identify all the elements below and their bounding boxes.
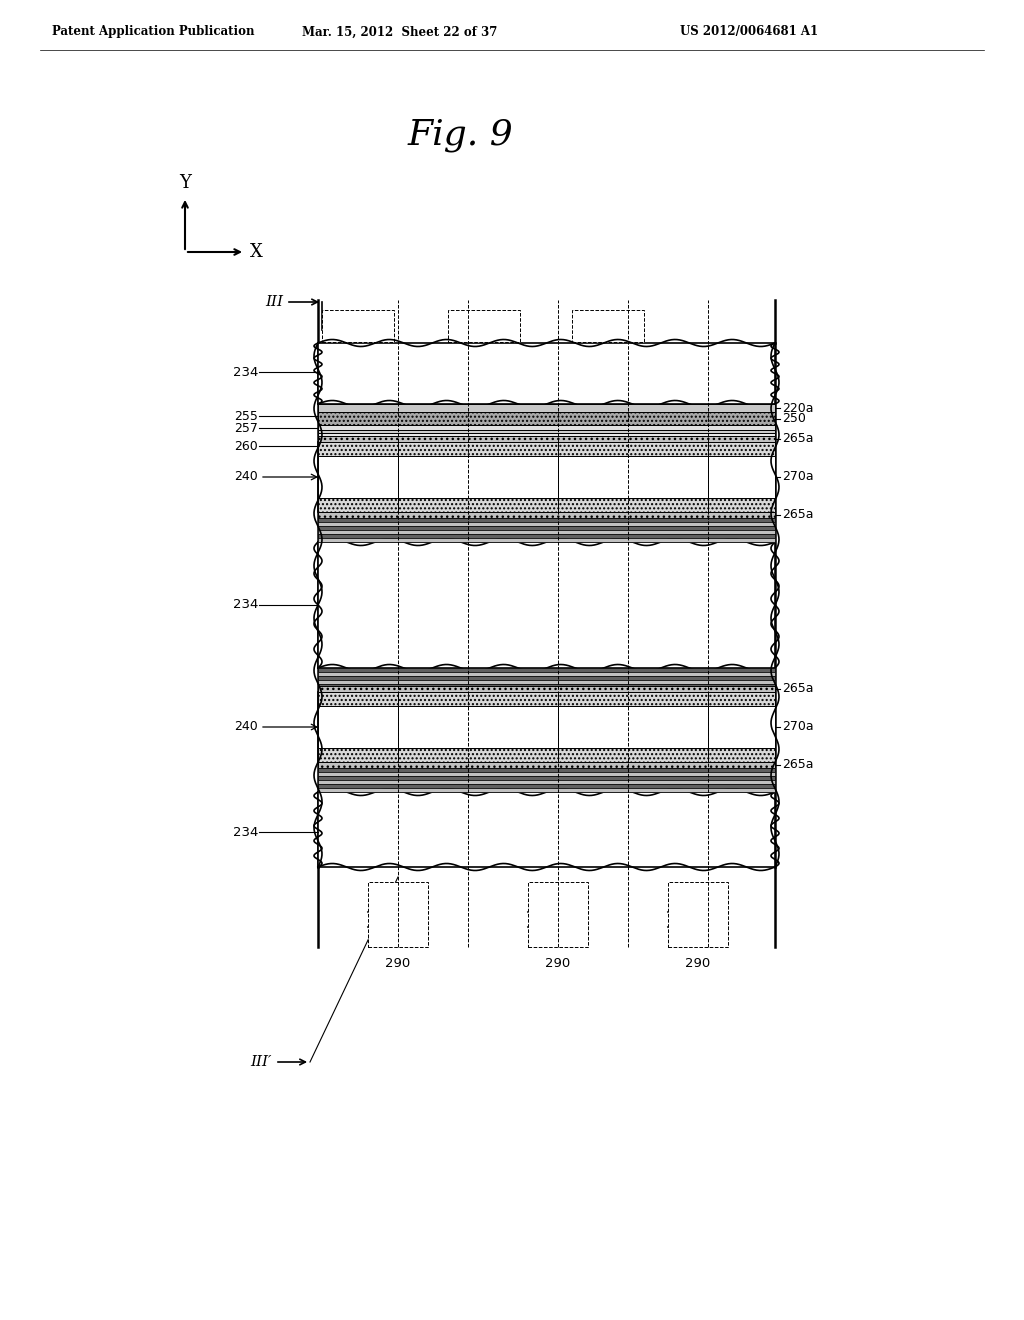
Text: US 2012/0064681 A1: US 2012/0064681 A1 — [680, 25, 818, 38]
Bar — [318, 430, 775, 433]
Bar — [708, 706, 775, 748]
Bar — [558, 455, 708, 498]
Bar — [318, 539, 775, 543]
Bar — [318, 706, 398, 748]
Text: 234: 234 — [232, 598, 258, 611]
Bar — [322, 310, 394, 342]
Bar — [318, 412, 775, 425]
Text: Patent Application Publication: Patent Application Publication — [52, 25, 255, 38]
Text: Y: Y — [179, 174, 190, 191]
Bar — [318, 688, 775, 692]
Bar — [318, 498, 398, 512]
Bar — [558, 442, 708, 455]
Text: 265a: 265a — [782, 682, 813, 696]
Text: Fig. 9: Fig. 9 — [408, 117, 513, 152]
Bar — [318, 748, 398, 762]
Bar — [318, 517, 775, 521]
Text: Mar. 15, 2012  Sheet 22 of 37: Mar. 15, 2012 Sheet 22 of 37 — [302, 25, 498, 38]
Bar — [318, 543, 775, 668]
Bar — [318, 762, 775, 768]
Text: 234: 234 — [232, 366, 258, 379]
Text: III′: III′ — [251, 1055, 272, 1069]
Bar — [318, 676, 775, 680]
Text: 250: 250 — [782, 412, 806, 425]
Bar — [708, 498, 775, 512]
Bar — [318, 792, 775, 867]
Bar — [318, 686, 775, 692]
Text: 265a: 265a — [782, 759, 813, 771]
Text: 240: 240 — [234, 721, 258, 734]
Bar — [368, 882, 428, 946]
Bar — [572, 310, 644, 342]
Bar — [708, 748, 775, 762]
Bar — [318, 343, 775, 404]
Bar — [318, 776, 775, 780]
Bar — [318, 535, 775, 539]
Bar — [398, 455, 558, 498]
Text: 290: 290 — [546, 957, 570, 970]
Bar — [318, 512, 775, 517]
Bar — [318, 425, 775, 430]
Text: 260: 260 — [234, 440, 258, 453]
Text: 265a: 265a — [782, 508, 813, 521]
Text: X: X — [250, 243, 263, 261]
Bar — [318, 442, 775, 512]
Bar — [318, 684, 775, 688]
Text: 265a: 265a — [782, 433, 813, 446]
Bar — [398, 692, 558, 706]
Text: 240: 240 — [234, 470, 258, 483]
Text: 234: 234 — [232, 825, 258, 838]
Bar — [318, 436, 775, 442]
Bar — [318, 525, 775, 531]
Bar — [398, 748, 558, 762]
Text: 220a: 220a — [782, 401, 813, 414]
Bar — [449, 310, 520, 342]
Text: 290: 290 — [685, 957, 711, 970]
Bar — [398, 706, 558, 748]
Bar — [318, 531, 775, 535]
Bar — [708, 692, 775, 706]
Bar — [558, 692, 708, 706]
Text: 255: 255 — [234, 409, 258, 422]
Bar — [318, 433, 775, 436]
Bar — [668, 882, 728, 946]
Bar — [318, 668, 775, 672]
Bar — [318, 680, 775, 684]
Text: 270a: 270a — [782, 721, 814, 734]
Bar — [318, 780, 775, 784]
Bar — [318, 404, 775, 412]
Bar — [398, 442, 558, 455]
Bar — [398, 498, 558, 512]
Bar — [318, 692, 775, 762]
Bar — [318, 772, 775, 776]
Text: 290: 290 — [385, 957, 411, 970]
Bar — [558, 706, 708, 748]
Bar — [318, 768, 775, 772]
Bar — [318, 692, 398, 706]
Bar — [318, 672, 775, 676]
Text: III: III — [265, 294, 283, 309]
Bar — [558, 498, 708, 512]
Bar — [708, 442, 775, 455]
Bar — [558, 748, 708, 762]
Bar — [318, 455, 398, 498]
Bar — [318, 784, 775, 788]
Bar — [318, 442, 398, 455]
Bar — [528, 882, 588, 946]
Bar — [318, 788, 775, 792]
Text: 257: 257 — [234, 421, 258, 434]
Bar — [708, 455, 775, 498]
Bar — [318, 521, 775, 525]
Text: 270a: 270a — [782, 470, 814, 483]
